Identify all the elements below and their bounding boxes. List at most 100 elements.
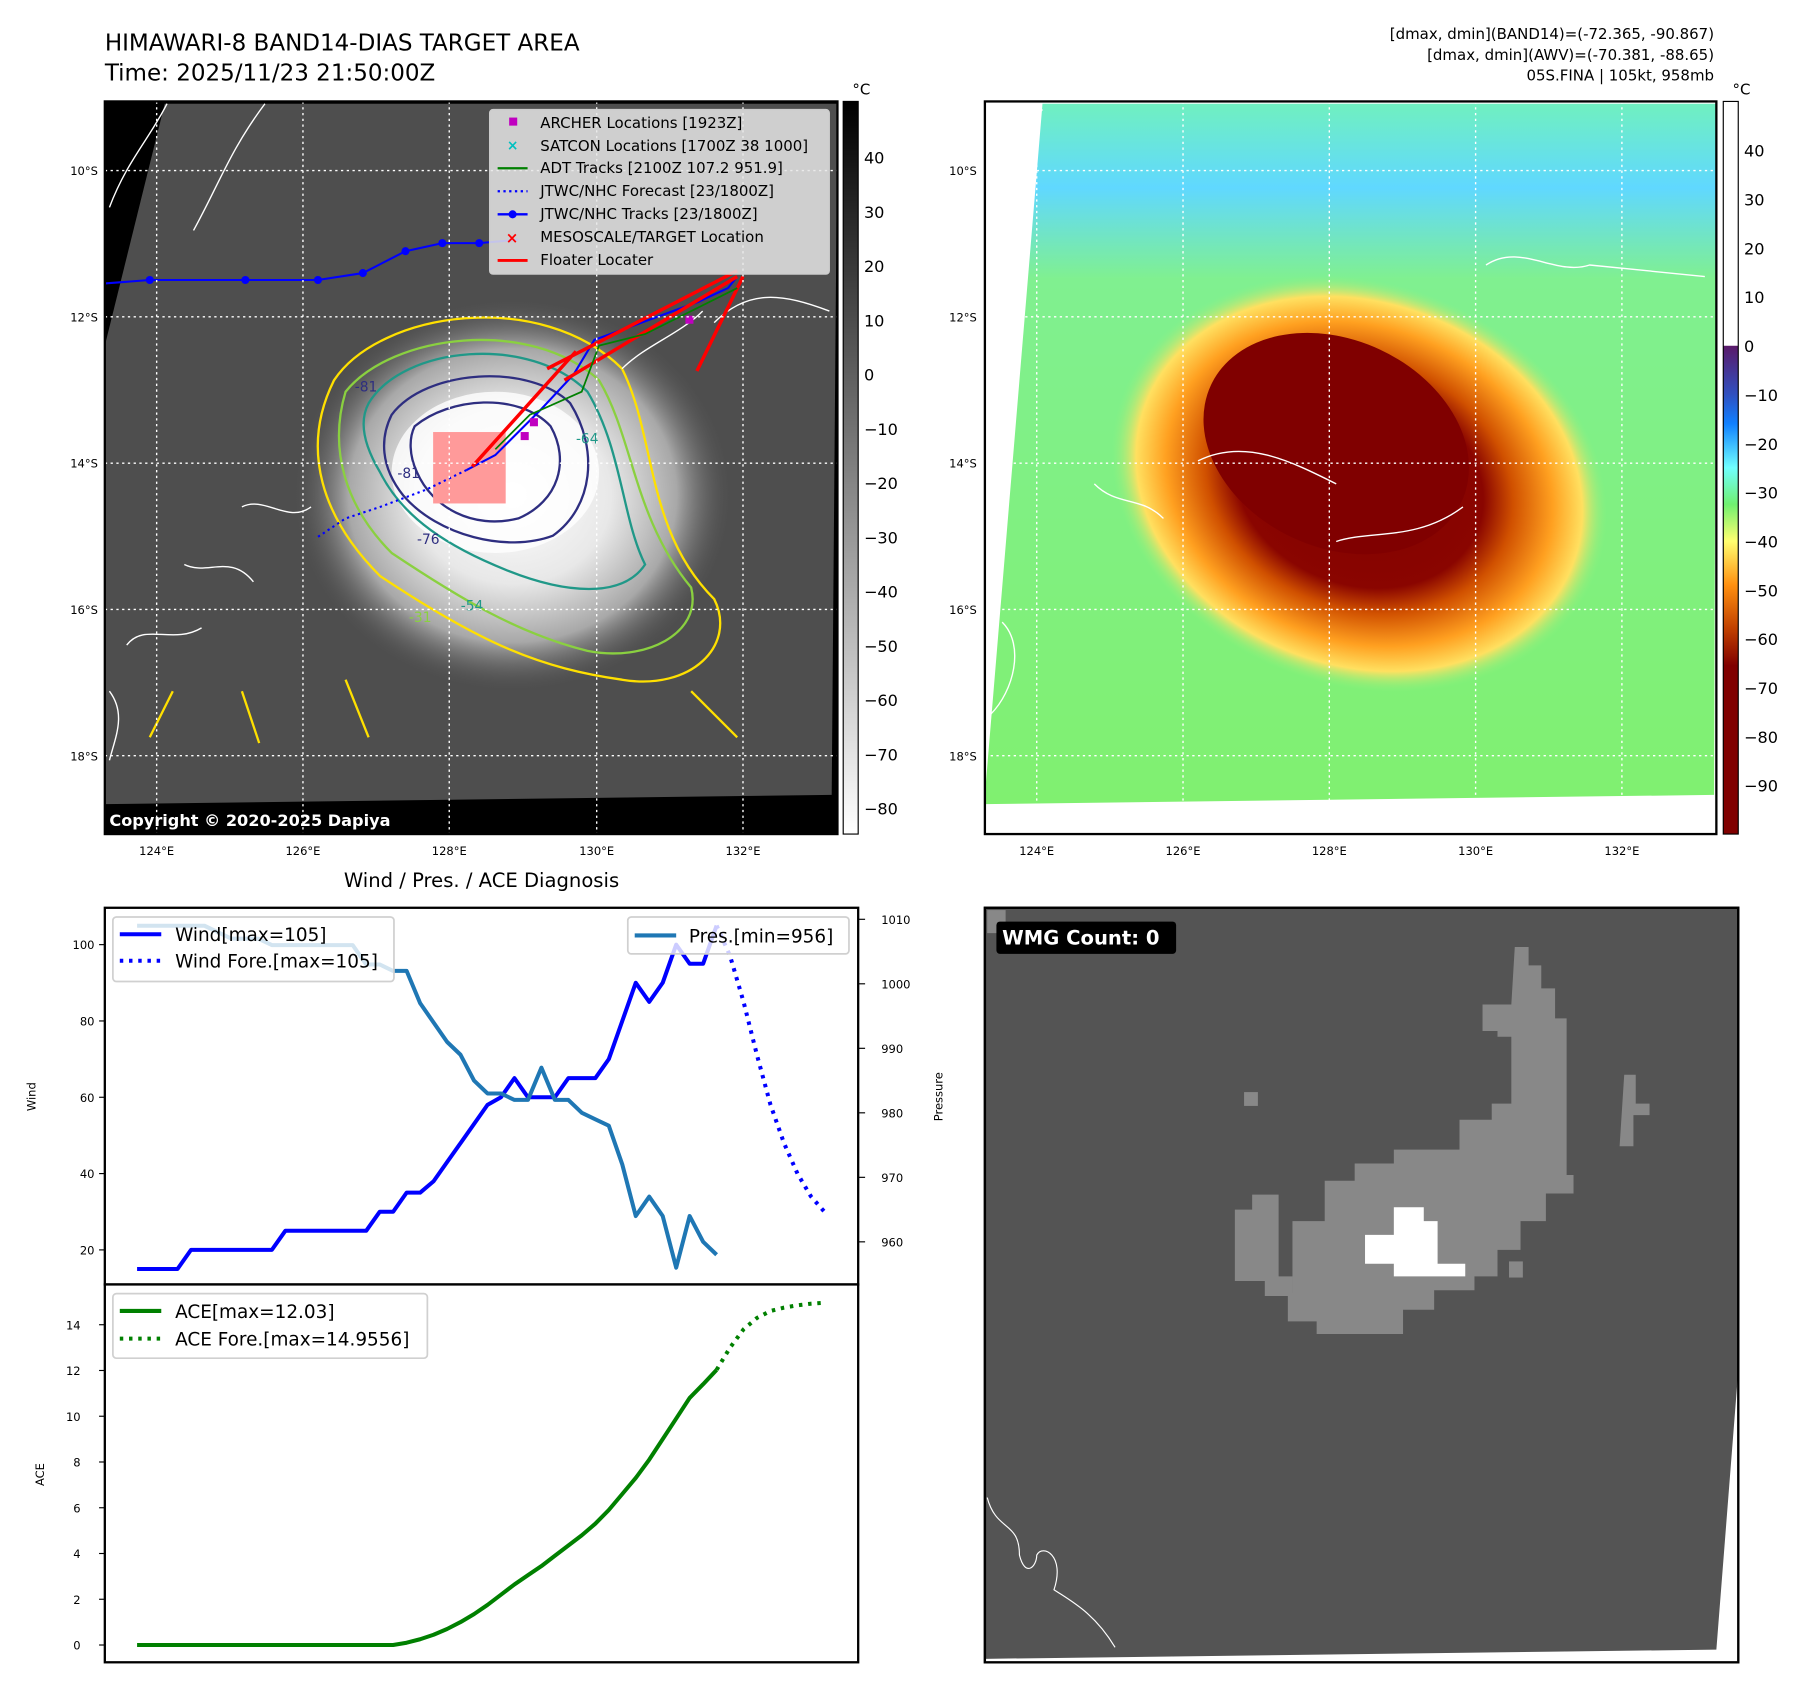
colorbar-tick: −30 <box>1744 484 1778 503</box>
colorbar-tick: −90 <box>1744 777 1778 796</box>
y-tick-label: 6 <box>73 1501 80 1515</box>
temperature-contours <box>148 316 739 744</box>
y-tick-label: 20 <box>80 1244 95 1258</box>
wmg-region-medium <box>1234 946 1650 1334</box>
colorbar-tick: 0 <box>1744 337 1754 356</box>
colorbar-tick: −50 <box>864 637 898 656</box>
contour-label: -31 <box>409 610 432 626</box>
legend-item: SATCON Locations [1700Z 38 1000] <box>540 137 808 155</box>
lon-label: 130°E <box>579 844 614 858</box>
color-map-panel <box>983 100 1718 836</box>
track-point-icon <box>508 210 517 219</box>
colorbar-tick: −60 <box>864 691 898 710</box>
lon-label: 130°E <box>1458 844 1493 858</box>
map-frame <box>103 100 839 836</box>
colorbar-tick: −70 <box>1744 679 1778 698</box>
colorbar-tick: −30 <box>864 528 898 547</box>
y-tick-label: 0 <box>73 1639 80 1653</box>
wind-line <box>137 924 719 1272</box>
pressure-legend: Pres.[min=956] <box>626 916 850 955</box>
gray-colorbar: °C 40 30 20 10 0 −10 −20 −30 −40 −50 −60 −70 −80 <box>842 81 898 835</box>
legend-item: JTWC/NHC Forecast [23/1800Z] <box>539 182 774 200</box>
lat-label: 14°S <box>70 457 98 471</box>
lat-label: 12°S <box>70 310 98 324</box>
wind-legend: Wind[max=105] Wind Fore.[max=105] <box>112 916 395 983</box>
colorbar-unit: °C <box>852 81 870 99</box>
wmg-count-text: WMG Count: 0 <box>1002 927 1159 950</box>
storm-core-color <box>1203 332 1469 555</box>
wind-axis-label: Wind <box>25 1082 39 1111</box>
floater-locater-lines <box>471 269 745 468</box>
y2-tick-label: 960 <box>881 1235 903 1249</box>
archer-marker-icon <box>509 117 518 126</box>
legend-item: ACE[max=12.03] <box>175 1302 334 1323</box>
coastline <box>108 103 830 761</box>
adt-track <box>494 287 738 450</box>
jtwc-recent-track <box>466 275 739 471</box>
colorbar-tick: −70 <box>864 745 898 764</box>
legend-item: Wind[max=105] <box>175 925 326 946</box>
y-tick-label: 10 <box>66 1410 81 1424</box>
lat-label: 16°S <box>949 603 977 617</box>
lat-label: 18°S <box>70 749 98 763</box>
pressure-axis-label: Pressure <box>931 1072 945 1121</box>
colorbar-tick: −50 <box>1744 581 1778 600</box>
coastline <box>990 109 1705 715</box>
colorbar-tick: 10 <box>864 311 885 330</box>
lat-label: 12°S <box>949 310 977 324</box>
colorbar-tick: −20 <box>864 474 898 493</box>
y-tick-label: 100 <box>73 938 95 952</box>
lon-label: 126°E <box>1166 844 1201 858</box>
wmg-count-badge <box>996 921 1177 954</box>
colorbar-tick: 20 <box>1744 239 1765 258</box>
color-colorbar: °C 40 30 20 10 0 −10 −20 −30 −40 −50 −60 −70 −80 −90 <box>1722 81 1778 835</box>
legend-item: Wind Fore.[max=105] <box>175 952 378 973</box>
colorbar-tick: −80 <box>1744 728 1778 747</box>
contour-labels: -81 -81 -76 -64 -54 -31 <box>355 380 599 626</box>
lat-label: 10°S <box>70 164 98 178</box>
legend-item: MESOSCALE/TARGET Location <box>540 228 764 246</box>
band14-stats: [dmax, dmin](BAND14)=(-72.365, -90.867) <box>1390 25 1714 43</box>
lon-label: 124°E <box>1019 844 1054 858</box>
wmg-region-strong <box>1365 1207 1466 1277</box>
y2-tick-label: 1000 <box>881 977 910 991</box>
contour-label: -76 <box>417 532 440 548</box>
contour-label: -81 <box>397 466 420 482</box>
ace-line <box>137 1368 719 1648</box>
ir-map-panel: -81 -81 -76 -64 -54 -31 Copyright © 2020… <box>103 100 839 836</box>
figure-time: Time: 2025/11/23 21:50:00Z <box>104 61 436 87</box>
jtwc-forecast-track <box>317 469 467 538</box>
y2-tick-label: 970 <box>881 1171 903 1185</box>
ace-axis-label: ACE <box>33 1463 47 1486</box>
lat-label: 14°S <box>949 457 977 471</box>
y-tick-label: 14 <box>66 1318 81 1332</box>
lat-label: 10°S <box>949 164 977 178</box>
y-tick-label: 12 <box>66 1364 81 1378</box>
y2-tick-label: 1010 <box>881 913 910 927</box>
contour-label: -81 <box>355 380 378 396</box>
colorbar-tick: 40 <box>1744 142 1765 161</box>
archer-locations <box>520 315 694 441</box>
wind-fore-line <box>714 924 826 1214</box>
colorbar-tick: 10 <box>1744 288 1765 307</box>
legend-item: ARCHER Locations [1923Z] <box>540 114 742 132</box>
colorbar-tick: 30 <box>864 203 885 222</box>
colorbar-tick: −80 <box>864 800 898 819</box>
contour-label: -54 <box>461 599 484 615</box>
colorbar-tick: −60 <box>1744 630 1778 649</box>
legend-item: ACE Fore.[max=14.9556] <box>175 1330 409 1351</box>
jtwc-track-points <box>145 239 484 285</box>
colorbar-tick: 40 <box>864 149 885 168</box>
storm-info: 05S.FINA | 105kt, 958mb <box>1526 67 1714 85</box>
colorbar-tick: 30 <box>1744 191 1765 210</box>
lon-label: 132°E <box>726 844 761 858</box>
colorbar-tick: −10 <box>1744 386 1778 405</box>
ace-chart: 0 2 4 6 8 10 12 14 ACE ACE[max=12.03] ACE Fore.… <box>33 1283 860 1664</box>
lat-label: 16°S <box>70 603 98 617</box>
wind-pressure-chart: 20 40 60 80 100 960 970 980 990 1000 1010 Wind Pre… <box>25 906 945 1286</box>
map-frame <box>983 100 1718 836</box>
copyright-text: Copyright © 2020-2025 Dapiya <box>109 811 390 830</box>
y2-tick-label: 990 <box>881 1042 903 1056</box>
colorbar-unit: °C <box>1732 81 1750 99</box>
y-tick-label: 4 <box>73 1547 80 1561</box>
